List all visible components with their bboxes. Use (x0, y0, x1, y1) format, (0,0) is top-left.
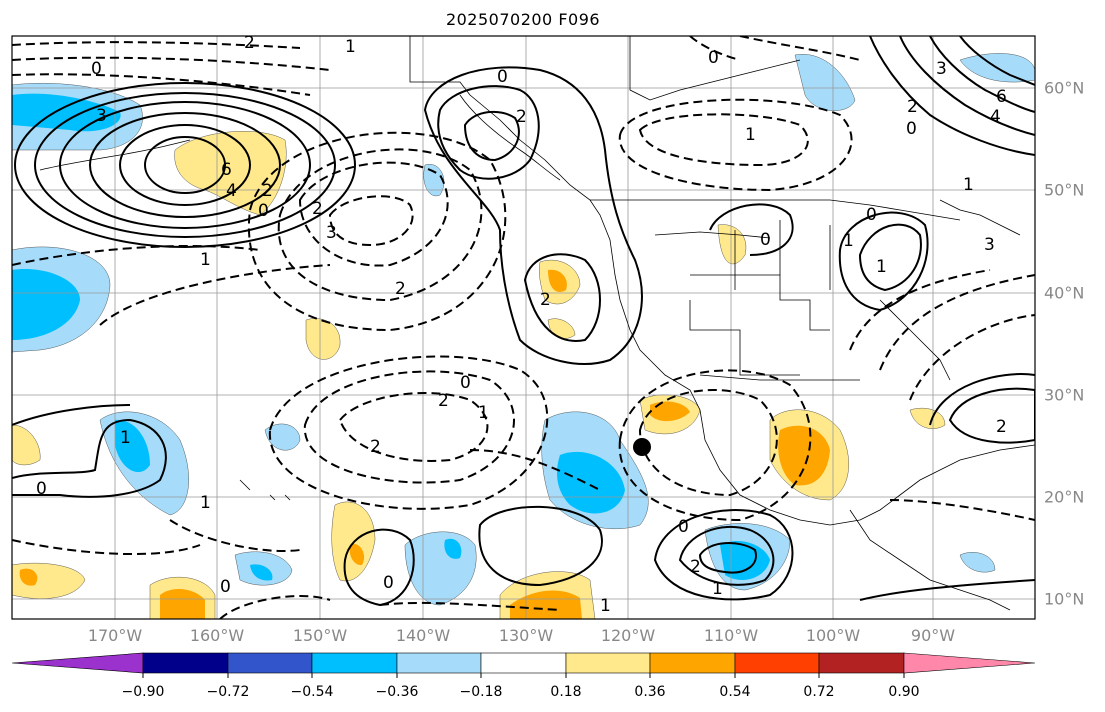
colorbar-segment (11, 652, 144, 674)
contour-label: 2 (244, 33, 255, 53)
contour-label: 1 (345, 37, 356, 57)
contour-label: 1 (600, 596, 611, 616)
map-title: 2025070200 F096 (445, 10, 601, 29)
lon-label: 120°W (600, 626, 656, 645)
contour-label: 1 (200, 493, 211, 513)
contour-label: 0 (708, 48, 719, 68)
lat-label: 50°N (1044, 180, 1085, 200)
lon-label: 90°W (910, 626, 956, 645)
colorbar-tick: 0.90 (888, 684, 920, 700)
colorbar (11, 652, 1036, 678)
lon-label: 170°W (87, 626, 143, 645)
contour-label: 0 (906, 119, 917, 139)
lat-label: 60°N (1044, 78, 1085, 98)
colorbar-tick: 0.54 (719, 684, 751, 700)
contour-label: 2 (262, 181, 273, 201)
contour-label: 3 (326, 223, 337, 243)
colorbar-tick: −0.18 (459, 684, 503, 700)
colorbar-tick: −0.36 (375, 684, 419, 700)
contour-label: 6 (996, 87, 1007, 107)
colorbar-segment (311, 652, 398, 674)
contour-label: 0 (760, 230, 771, 250)
positive-anomaly-shading (12, 131, 946, 619)
contour-label: 0 (866, 205, 877, 225)
lat-label: 10°N (1044, 589, 1085, 609)
negative-anomaly-shading (12, 53, 1035, 606)
contour-label: 0 (460, 373, 471, 393)
negative-height-contours (12, 36, 1035, 619)
contour-label: 1 (200, 250, 211, 270)
contour-label: 1 (120, 428, 131, 448)
contour-label: 2 (516, 107, 527, 127)
contour-label: 0 (258, 201, 269, 221)
contour-label: 3 (96, 106, 107, 126)
location-marker (633, 438, 651, 456)
contour-label: 2 (996, 417, 1007, 437)
colorbar-segment (227, 652, 313, 674)
colorbar-segment (480, 652, 567, 674)
contour-label: 1 (478, 403, 489, 423)
contour-label: 0 (36, 479, 47, 499)
colorbar-segment (565, 652, 651, 674)
contour-label: 1 (876, 257, 887, 277)
lon-label: 160°W (189, 626, 245, 645)
colorbar-segment (142, 652, 229, 674)
contour-label: 2 (690, 557, 701, 577)
contour-label: 0 (497, 67, 508, 87)
contour-labels: 0 2 3 1 6 4 2 0 2 3 1 0 2 0 2 1 2 1 0 2 … (36, 33, 1007, 616)
lon-label: 140°W (395, 626, 451, 645)
contour-label: 4 (990, 107, 1001, 127)
coastlines (39, 36, 1035, 611)
contour-label: 4 (226, 181, 237, 201)
contour-label: 3 (936, 59, 947, 79)
colorbar-tick: −0.72 (206, 684, 250, 700)
lat-label: 40°N (1044, 283, 1085, 303)
strong-positive-anomaly-shading (19, 269, 830, 619)
contour-label: 1 (745, 125, 756, 145)
contour-label: 3 (984, 235, 995, 255)
map-frame (11, 35, 1036, 620)
contour-label: 2 (907, 97, 918, 117)
colorbar-segment (903, 652, 1036, 674)
colorbar-tick: 0.72 (803, 684, 835, 700)
contour-label: 1 (712, 579, 723, 599)
lon-label: 100°W (805, 626, 861, 645)
contour-label: 1 (843, 231, 854, 251)
contour-label: 2 (395, 279, 406, 299)
lon-label: 110°W (703, 626, 759, 645)
contour-label: 0 (220, 577, 231, 597)
contour-label: 2 (438, 391, 449, 411)
colorbar-segment (396, 652, 482, 674)
contour-label: 0 (678, 517, 689, 537)
colorbar-segment (734, 652, 820, 674)
lat-label: 30°N (1044, 385, 1085, 405)
colorbar-tick: −0.54 (290, 684, 334, 700)
lon-label: 150°W (292, 626, 348, 645)
contour-label: 2 (370, 437, 381, 457)
colorbar-segment (818, 652, 905, 674)
colorbar-tick: −0.90 (121, 684, 165, 700)
lat-lon-grid (12, 36, 1035, 619)
colorbar-tick: 0.36 (634, 684, 666, 700)
positive-height-contours (12, 36, 1035, 607)
colorbar-segment (649, 652, 736, 674)
lon-label: 130°W (498, 626, 554, 645)
colorbar-tick: 0.18 (550, 684, 582, 700)
contour-label: 1 (963, 175, 974, 195)
contour-label: 2 (312, 199, 323, 219)
contour-label: 2 (540, 290, 551, 310)
lat-label: 20°N (1044, 487, 1085, 507)
contour-label: 6 (221, 160, 232, 180)
contour-label: 0 (91, 59, 102, 79)
contour-label: 0 (383, 573, 394, 593)
